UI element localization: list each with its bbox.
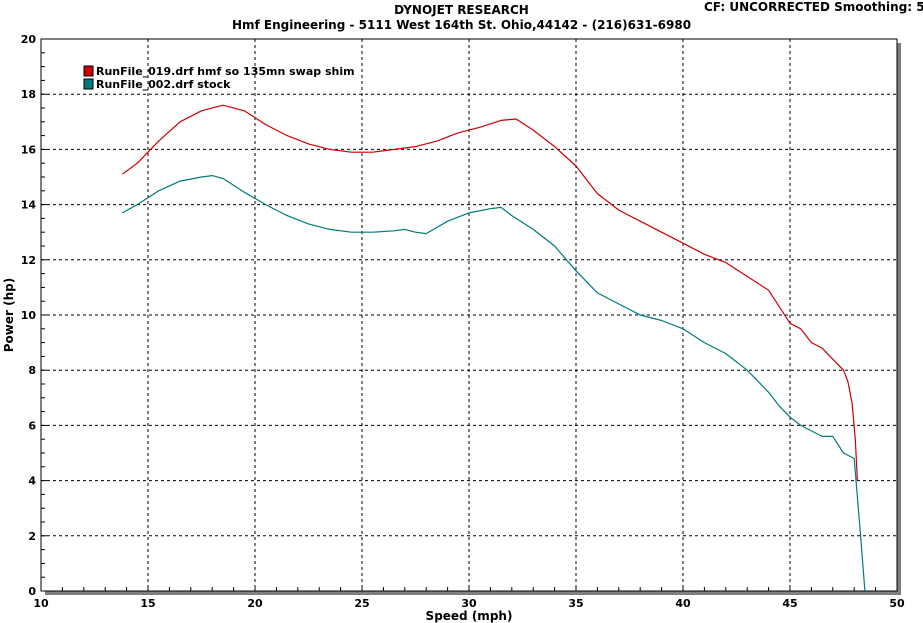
plot-frame [40, 38, 898, 592]
x-tick-label: 25 [354, 597, 369, 610]
x-tick-label: 15 [140, 597, 155, 610]
x-tick-label: 40 [675, 597, 691, 610]
legend-swatch-2 [83, 78, 94, 90]
correction-info: CF: UNCORRECTED Smoothing: 5 [704, 0, 923, 14]
y-tick-label: 10 [21, 309, 37, 322]
series-line-1 [121, 104, 858, 481]
y-tick-label: 2 [28, 530, 36, 543]
x-axis-label: Speed (mph) [426, 609, 513, 623]
series-line-2 [122, 175, 866, 592]
x-tick-label: 10 [33, 597, 49, 610]
y-tick-label: 8 [28, 364, 36, 377]
x-tick-label: 50 [889, 597, 905, 610]
y-tick-label: 0 [28, 585, 36, 598]
legend-label-1: RunFile_019.drf hmf so 135mn swap shim [96, 65, 355, 78]
chart-title: DYNOJET RESEARCH [394, 3, 529, 17]
x-tick-label: 20 [247, 597, 263, 610]
x-tick-label: 35 [568, 597, 583, 610]
y-tick-label: 14 [21, 199, 37, 212]
y-tick-label: 16 [21, 143, 37, 156]
legend-swatch-1 [83, 65, 94, 77]
y-tick-label: 4 [28, 475, 36, 488]
legend-label-2: RunFile_002.drf stock [96, 78, 231, 91]
y-tick-label: 6 [28, 419, 36, 432]
chart-subtitle: Hmf Engineering - 5111 West 164th St. Oh… [231, 18, 692, 32]
x-tick-label: 45 [782, 597, 797, 610]
x-tick-label: 30 [461, 597, 477, 610]
y-tick-label: 20 [21, 33, 37, 46]
y-axis-label: Power (hp) [2, 278, 16, 352]
y-tick-label: 18 [21, 88, 36, 101]
y-tick-label: 12 [21, 254, 36, 267]
